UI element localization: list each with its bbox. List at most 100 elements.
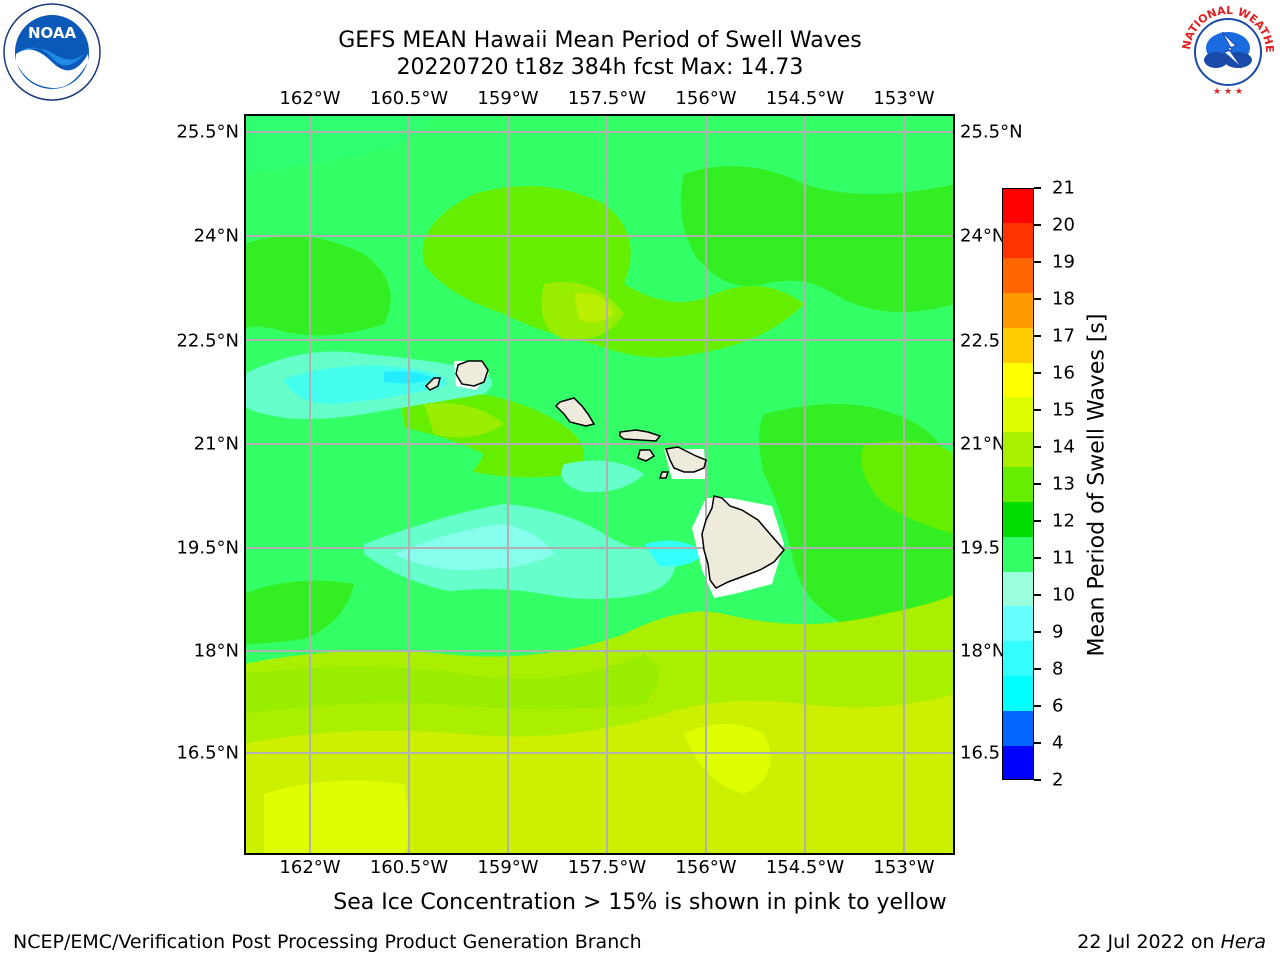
colorbar-segment: [1002, 257, 1034, 293]
colorbar-tick-mark: [1034, 668, 1041, 670]
chart-title-line2: 20220720 t18z 384h fcst Max: 14.73: [396, 55, 804, 80]
colorbar-title: Mean Period of Swell Waves [s]: [1084, 313, 1110, 657]
lat-tick-right-5: 19.5: [960, 537, 1001, 559]
lat-tick-left-5: 19.5°N: [176, 537, 239, 559]
footer-date: 22 Jul 2022 on Hera: [1077, 931, 1266, 953]
map-panel: [244, 114, 955, 855]
colorbar-tick-label: 4: [1052, 732, 1064, 754]
colorbar-tick-label: 20: [1052, 214, 1075, 236]
lon-tick-top-5: 156°W: [675, 88, 737, 109]
colorbar-segment: [1002, 396, 1034, 433]
colorbar-tick-mark: [1034, 557, 1041, 559]
colorbar-tick-label: 10: [1052, 584, 1075, 606]
colorbar-segment: [1002, 745, 1034, 781]
lon-tick-bottom-1: 162°W: [279, 857, 341, 878]
colorbar-tick-label: 17: [1052, 325, 1075, 347]
colorbar-tick-label: 18: [1052, 288, 1075, 310]
lat-tick-left-7: 16.5°N: [176, 742, 239, 764]
colorbar: [1002, 188, 1034, 781]
lon-tick-bottom-7: 153°W: [873, 857, 935, 878]
colorbar-segment: [1002, 292, 1034, 328]
colorbar-segment: [1002, 710, 1034, 746]
swell-region-13: [422, 186, 804, 358]
island-niihau: [424, 377, 441, 391]
colorbar-tick-mark: [1034, 261, 1041, 263]
map-frame: [244, 114, 955, 855]
colorbar-tick-mark: [1034, 298, 1041, 300]
colorbar-tick-label: 13: [1052, 473, 1075, 495]
colorbar-segment: [1002, 640, 1034, 677]
lon-tick-top-7: 153°W: [873, 88, 935, 109]
colorbar-tick-label: 19: [1052, 251, 1075, 273]
colorbar-tick-mark: [1034, 409, 1041, 411]
colorbar-tick-mark: [1034, 631, 1041, 633]
colorbar-segment: [1002, 431, 1034, 468]
island-hawaii: [701, 495, 785, 589]
lat-tick-left-3: 22.5°N: [176, 330, 239, 352]
lon-tick-top-6: 154.5°W: [765, 88, 845, 109]
lat-tick-right-4: 21°N: [960, 433, 1006, 455]
lat-tick-left-4: 21°N: [193, 433, 239, 455]
colorbar-segment: [1002, 605, 1034, 642]
graticule: [245, 115, 954, 854]
footer-date-text: 22 Jul 2022 on: [1077, 931, 1221, 953]
colorbar-tick-mark: [1034, 483, 1041, 485]
footer-host: Hera: [1220, 931, 1266, 953]
colorbar-tick-mark: [1034, 705, 1041, 707]
lat-tick-right-3: 22.5: [960, 330, 1001, 352]
island-molokai: [619, 429, 662, 442]
lat-tick-left-2: 24°N: [193, 225, 239, 247]
chart-title-line1: GEFS MEAN Hawaii Mean Period of Swell Wa…: [338, 28, 862, 53]
noaa-logo-text: NOAA: [28, 24, 77, 42]
island-oahu: [554, 397, 596, 427]
colorbar-tick-mark: [1034, 594, 1041, 596]
colorbar-segment: [1002, 675, 1034, 711]
nws-logo: NATIONAL WEATHER SERVICE ★ ★ ★: [1178, 2, 1276, 100]
colorbar-tick-label: 12: [1052, 510, 1075, 532]
colorbar-tick-mark: [1034, 224, 1041, 226]
lon-tick-bottom-2: 160.5°W: [369, 857, 449, 878]
lon-tick-top-3: 159°W: [477, 88, 539, 109]
lon-tick-top-2: 160.5°W: [369, 88, 449, 109]
colorbar-tick-label: 11: [1052, 547, 1075, 569]
colorbar-tick-mark: [1034, 742, 1041, 744]
lat-tick-right-2: 24°N: [960, 225, 1006, 247]
lon-tick-bottom-5: 156°W: [675, 857, 737, 878]
lat-tick-left-1: 25.5°N: [176, 121, 239, 143]
colorbar-tick-label: 21: [1052, 177, 1075, 199]
lon-tick-top-1: 162°W: [279, 88, 341, 109]
lat-tick-right-1: 25.5°N: [960, 121, 1023, 143]
colorbar-segment: [1002, 327, 1034, 363]
lon-tick-bottom-3: 159°W: [477, 857, 539, 878]
colorbar-tick-label: 9: [1052, 621, 1064, 643]
footer-branch: NCEP/EMC/Verification Post Processing Pr…: [13, 931, 642, 953]
hawaiian-islands: [424, 360, 785, 589]
colorbar-tick-mark: [1034, 187, 1041, 189]
colorbar-segment: [1002, 188, 1034, 224]
colorbar-segment: [1002, 222, 1034, 259]
colorbar-segment: [1002, 571, 1034, 607]
lat-tick-right-6: 18°N: [960, 640, 1006, 662]
sea-ice-note: Sea Ice Concentration > 15% is shown in …: [333, 890, 947, 915]
colorbar-tick-mark: [1034, 372, 1041, 374]
lat-tick-left-6: 18°N: [193, 640, 239, 662]
lon-tick-bottom-4: 157.5°W: [567, 857, 647, 878]
colorbar-segment: [1002, 362, 1034, 398]
island-lanai: [637, 449, 656, 462]
colorbar-tick-label: 16: [1052, 362, 1075, 384]
noaa-logo: NOAA: [3, 3, 101, 101]
colorbar-segment: [1002, 501, 1034, 537]
colorbar-tick-label: 15: [1052, 399, 1075, 421]
colorbar-tick-label: 6: [1052, 695, 1064, 717]
colorbar-tick-label: 14: [1052, 436, 1075, 458]
colorbar-segment: [1002, 536, 1034, 572]
island-kahoolawe: [658, 471, 670, 479]
colorbar-tick-mark: [1034, 335, 1041, 337]
lon-tick-bottom-6: 154.5°W: [765, 857, 845, 878]
colorbar-tick-label: 2: [1052, 769, 1064, 791]
colorbar-tick-mark: [1034, 520, 1041, 522]
colorbar-tick-label: 8: [1052, 658, 1064, 680]
colorbar-tick-mark: [1034, 779, 1041, 781]
lon-tick-top-4: 157.5°W: [567, 88, 647, 109]
island-maui: [664, 446, 707, 473]
